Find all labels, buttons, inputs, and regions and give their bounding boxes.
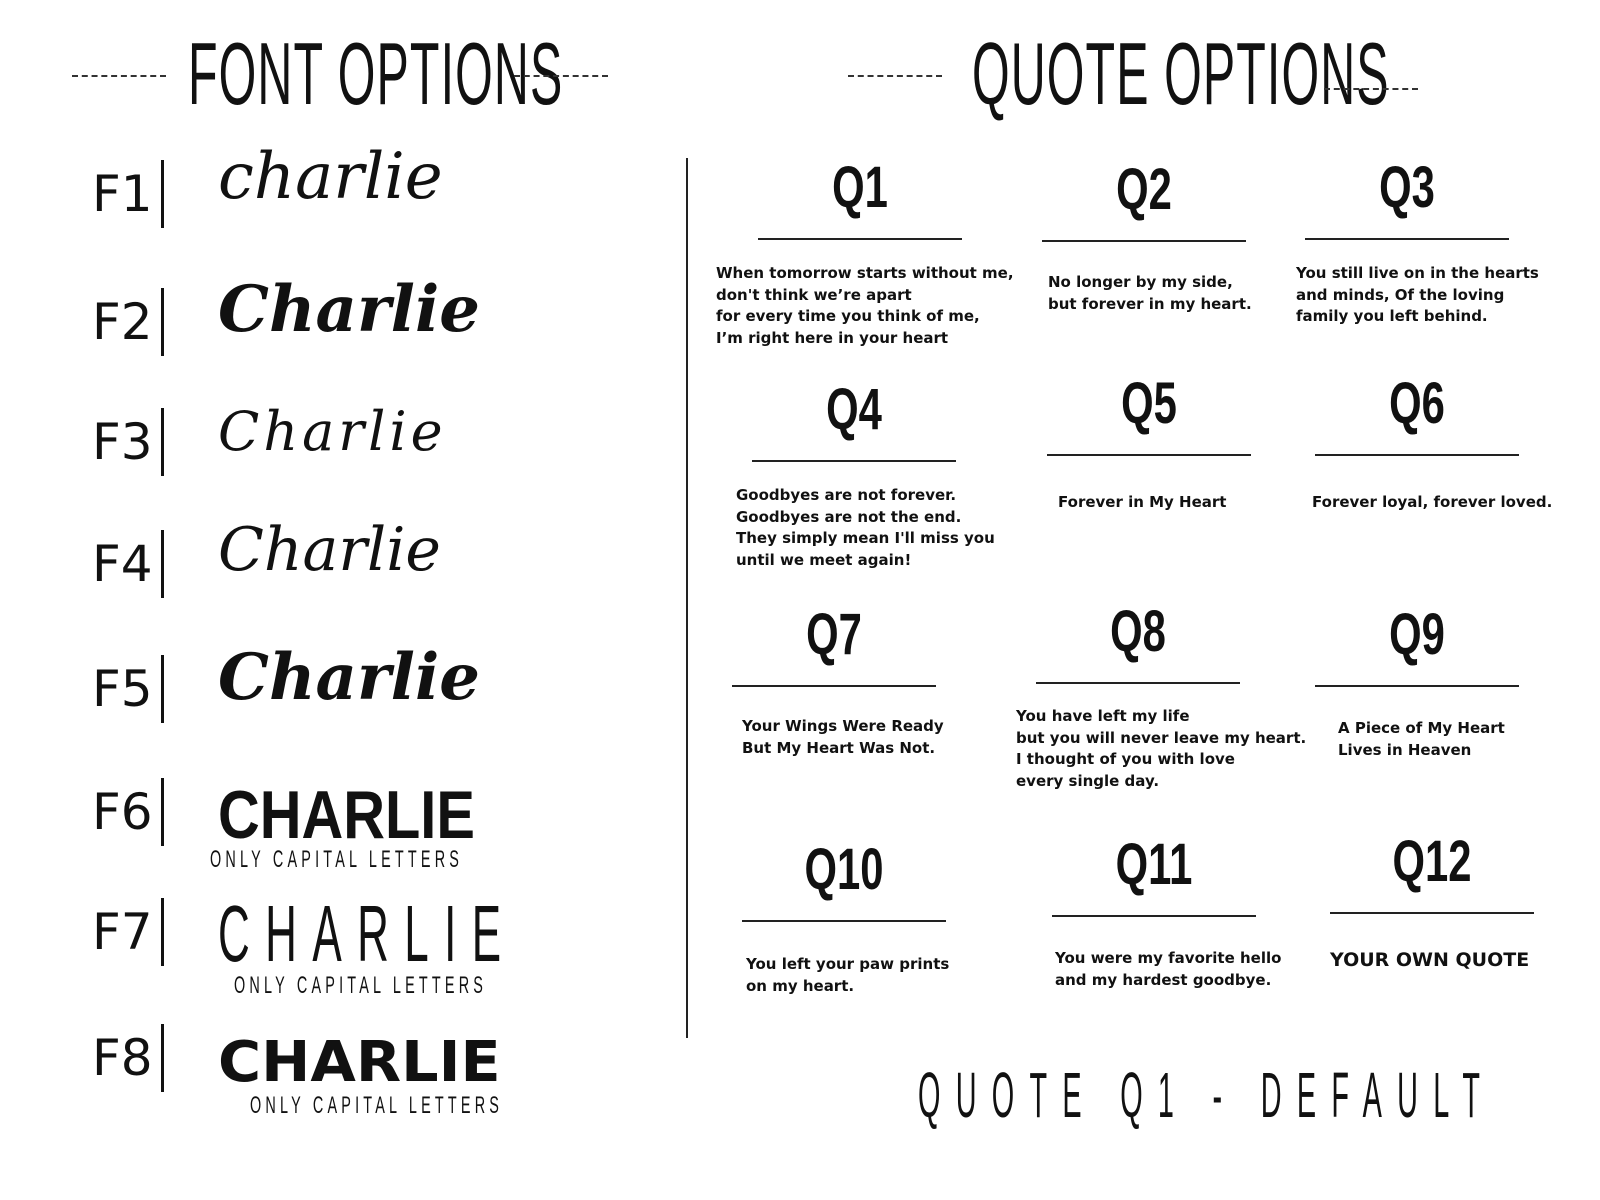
divider xyxy=(72,75,166,77)
divider xyxy=(732,685,936,687)
font-sample-f3[interactable]: Charlie xyxy=(218,400,447,463)
quote-text[interactable]: YOUR OWN QUOTE xyxy=(1330,949,1530,971)
quote-text[interactable]: A Piece of My Heart Lives in Heaven xyxy=(1338,719,1505,759)
font-label[interactable]: F1 xyxy=(92,160,164,228)
divider xyxy=(1315,454,1519,456)
divider xyxy=(1330,912,1534,914)
quote-text[interactable]: Forever in My Heart xyxy=(1058,493,1227,511)
font-label[interactable]: F2 xyxy=(92,288,164,356)
font-sample-f2[interactable]: Charlie xyxy=(218,272,480,347)
quote-number: Q3 xyxy=(1379,155,1435,220)
quote-text[interactable]: You have left my life but you will never… xyxy=(1016,707,1307,790)
quote-header[interactable]: Q8 xyxy=(1036,600,1240,684)
quote-text[interactable]: You were my favorite hello and my hardes… xyxy=(1055,949,1282,989)
divider xyxy=(1036,682,1240,684)
quote-number: Q1 xyxy=(832,155,888,220)
font-sample-f8[interactable]: CHARLIE xyxy=(218,1030,501,1095)
quote-number: Q5 xyxy=(1121,371,1177,436)
default-quote-note: QUOTE Q1 - DEFAULT xyxy=(918,1059,1496,1131)
font-note: ONLY CAPITAL LETTERS xyxy=(250,1092,504,1119)
quote-number: Q12 xyxy=(1392,829,1472,894)
font-label[interactable]: F3 xyxy=(92,408,164,476)
quote-text[interactable]: When tomorrow starts without me, don't t… xyxy=(716,264,1014,347)
quote-header[interactable]: Q12 xyxy=(1330,830,1534,914)
quote-text[interactable]: Goodbyes are not forever. Goodbyes are n… xyxy=(736,486,995,569)
font-label[interactable]: F6 xyxy=(92,778,164,846)
font-note: ONLY CAPITAL LETTERS xyxy=(210,846,464,873)
quote-number: Q4 xyxy=(826,377,882,442)
quote-header[interactable]: Q10 xyxy=(742,838,946,922)
divider xyxy=(1315,685,1519,687)
quote-header[interactable]: Q7 xyxy=(732,603,936,687)
font-label[interactable]: F7 xyxy=(92,898,164,966)
divider xyxy=(1324,88,1418,90)
font-sample-f5[interactable]: Charlie xyxy=(218,640,480,715)
quote-number: Q9 xyxy=(1389,602,1445,667)
font-label[interactable]: F8 xyxy=(92,1024,164,1092)
divider xyxy=(742,920,946,922)
font-sample-f7[interactable]: CHARLIE xyxy=(218,889,517,978)
quote-number: Q2 xyxy=(1116,157,1172,222)
quote-header[interactable]: Q2 xyxy=(1042,158,1246,242)
divider xyxy=(848,75,942,77)
font-sample-f6[interactable]: CHARLIE xyxy=(218,777,475,853)
divider xyxy=(752,460,956,462)
quote-header[interactable]: Q3 xyxy=(1305,156,1509,240)
divider xyxy=(1042,240,1246,242)
quote-header[interactable]: Q6 xyxy=(1315,372,1519,456)
font-label[interactable]: F4 xyxy=(92,530,164,598)
quote-header[interactable]: Q5 xyxy=(1047,372,1251,456)
quote-header[interactable]: Q1 xyxy=(758,156,962,240)
quote-header[interactable]: Q4 xyxy=(752,378,956,462)
divider xyxy=(1052,915,1256,917)
font-label[interactable]: F5 xyxy=(92,655,164,723)
font-options-title: FONT OPTIONS xyxy=(188,24,564,123)
quote-options-title: QUOTE OPTIONS xyxy=(972,24,1390,123)
divider xyxy=(514,75,608,77)
divider xyxy=(1047,454,1251,456)
font-sample-f4[interactable]: Charlie xyxy=(218,515,441,585)
quote-text[interactable]: Your Wings Were Ready But My Heart Was N… xyxy=(742,717,944,757)
divider xyxy=(758,238,962,240)
font-sample-f1[interactable]: charlie xyxy=(218,140,443,214)
font-note: ONLY CAPITAL LETTERS xyxy=(234,972,488,999)
divider-vertical xyxy=(686,158,688,1038)
quote-text[interactable]: No longer by my side, but forever in my … xyxy=(1048,273,1252,313)
quote-header[interactable]: Q9 xyxy=(1315,603,1519,687)
quote-number: Q6 xyxy=(1389,371,1445,436)
quote-number: Q7 xyxy=(806,602,862,667)
quote-text[interactable]: You left your paw prints on my heart. xyxy=(746,955,950,995)
quote-number: Q10 xyxy=(804,837,884,902)
quote-text[interactable]: You still live on in the hearts and mind… xyxy=(1296,264,1539,325)
quote-header[interactable]: Q11 xyxy=(1052,833,1256,917)
quote-number: Q11 xyxy=(1115,832,1193,897)
divider xyxy=(1305,238,1509,240)
quote-text[interactable]: Forever loyal, forever loved. xyxy=(1312,493,1553,511)
quote-number: Q8 xyxy=(1110,599,1166,664)
